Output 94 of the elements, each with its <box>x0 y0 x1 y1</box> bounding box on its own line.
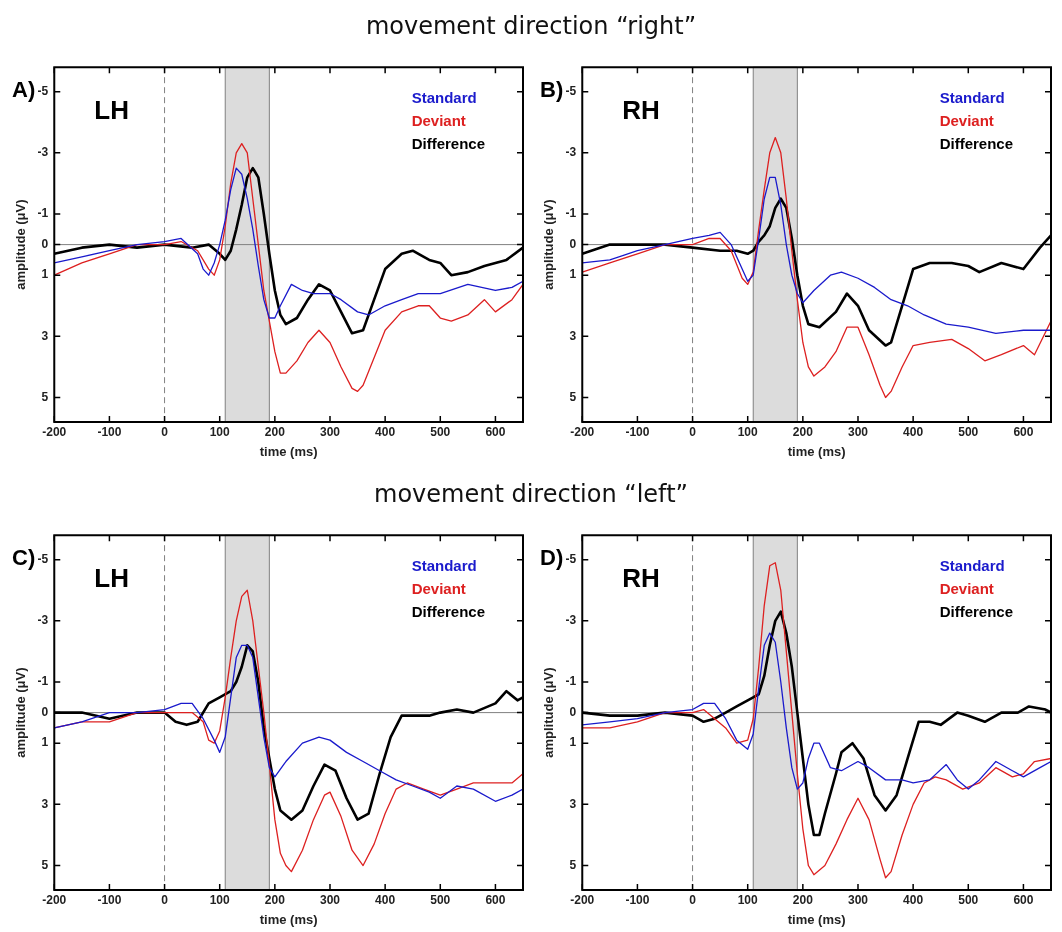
text: Deviant <box>939 580 994 598</box>
y-tick-label: 5 <box>569 857 577 872</box>
y-tick-label: -5 <box>565 551 577 566</box>
y-tick-label: 3 <box>41 328 49 343</box>
y-tick-label: -3 <box>37 613 49 628</box>
x-tick-label: 100 <box>737 424 759 439</box>
x-tick-label: 100 <box>209 424 231 439</box>
x-tick-label: 200 <box>264 892 286 907</box>
y-tick-label: 3 <box>569 796 577 811</box>
text: Standard <box>411 89 477 107</box>
y-tick-label: 0 <box>569 704 577 719</box>
text: Deviant <box>411 580 466 598</box>
x-tick-label: 200 <box>792 424 814 439</box>
text: D) <box>540 545 564 571</box>
x-tick-label: 600 <box>1013 892 1034 907</box>
y-axis-title: amplitude (μV) <box>13 199 29 290</box>
y-tick-label: 1 <box>41 267 49 282</box>
x-tick-label: 400 <box>375 424 396 439</box>
text: Standard <box>411 557 477 575</box>
x-tick-label: 0 <box>689 424 697 439</box>
x-tick-label: 600 <box>1013 424 1034 439</box>
text: Deviant <box>411 112 466 130</box>
x-axis-title: time (ms) <box>259 443 318 459</box>
x-tick-label: 500 <box>430 892 451 907</box>
annotation: RH <box>622 563 660 594</box>
x-tick-label: 0 <box>689 892 697 907</box>
x-tick-label: 300 <box>847 424 869 439</box>
y-tick-label: 1 <box>41 735 49 750</box>
y-tick-label: 1 <box>569 735 577 750</box>
y-tick-label: -1 <box>37 674 49 689</box>
x-tick-label: 0 <box>161 424 169 439</box>
y-tick-label: -5 <box>37 83 49 98</box>
y-tick-label: 0 <box>41 236 49 251</box>
x-tick-label: 400 <box>375 892 396 907</box>
legend-label: Difference <box>411 135 485 153</box>
y-axis-title: amplitude (μV) <box>541 199 557 290</box>
x-tick-label: -200 <box>570 892 595 907</box>
y-tick-label: 3 <box>569 328 577 343</box>
x-tick-label: -200 <box>42 892 67 907</box>
x-tick-label: 400 <box>903 892 924 907</box>
y-tick-label: 1 <box>569 267 577 282</box>
text: Deviant <box>939 112 994 130</box>
y-tick-label: 0 <box>41 704 49 719</box>
legend-label: Difference <box>939 603 1013 621</box>
x-tick-label: 300 <box>319 424 341 439</box>
x-tick-label: 200 <box>264 424 286 439</box>
annotation: RH <box>622 95 660 126</box>
legend-label: Difference <box>411 603 485 621</box>
legend-label: Difference <box>939 135 1013 153</box>
x-tick-label: 100 <box>209 892 231 907</box>
x-axis-title: time (ms) <box>787 911 846 927</box>
y-tick-label: -3 <box>565 613 577 628</box>
text: Standard <box>939 89 1005 107</box>
x-axis-title: time (ms) <box>787 443 846 459</box>
y-tick-label: -3 <box>37 145 49 160</box>
y-tick-label: 5 <box>41 389 49 404</box>
x-tick-label: 500 <box>430 424 451 439</box>
x-tick-label: 600 <box>485 892 506 907</box>
x-tick-label: -100 <box>97 892 122 907</box>
text: B) <box>540 77 564 103</box>
chart-title: movement direction “right” <box>364 12 698 40</box>
y-tick-label: -1 <box>37 206 49 221</box>
y-tick-label: 0 <box>569 236 577 251</box>
text: A) <box>12 77 36 103</box>
x-tick-label: 500 <box>958 892 979 907</box>
chart-title: movement direction “left” <box>373 480 689 508</box>
annotation: LH <box>94 95 129 126</box>
y-tick-label: 3 <box>41 796 49 811</box>
x-tick-label: 300 <box>319 892 341 907</box>
x-tick-label: 200 <box>792 892 814 907</box>
y-tick-label: -5 <box>565 83 577 98</box>
x-axis-title: time (ms) <box>259 911 318 927</box>
y-tick-label: -5 <box>37 551 49 566</box>
x-tick-label: -100 <box>97 424 122 439</box>
y-tick-label: 5 <box>569 389 577 404</box>
x-tick-label: 500 <box>958 424 979 439</box>
y-tick-label: -1 <box>565 674 577 689</box>
x-tick-label: 100 <box>737 892 759 907</box>
y-tick-label: 5 <box>41 857 49 872</box>
x-tick-label: 0 <box>161 892 169 907</box>
x-tick-label: -200 <box>570 424 595 439</box>
y-tick-label: -1 <box>565 206 577 221</box>
y-tick-label: -3 <box>565 145 577 160</box>
x-tick-label: 400 <box>903 424 924 439</box>
x-tick-label: 300 <box>847 892 869 907</box>
annotation: LH <box>94 563 129 594</box>
text: C) <box>12 545 36 571</box>
y-axis-title: amplitude (μV) <box>541 667 557 758</box>
text: Standard <box>939 557 1005 575</box>
x-tick-label: -100 <box>625 424 650 439</box>
x-tick-label: -200 <box>42 424 67 439</box>
x-tick-label: -100 <box>625 892 650 907</box>
y-axis-title: amplitude (μV) <box>13 667 29 758</box>
x-tick-label: 600 <box>485 424 506 439</box>
